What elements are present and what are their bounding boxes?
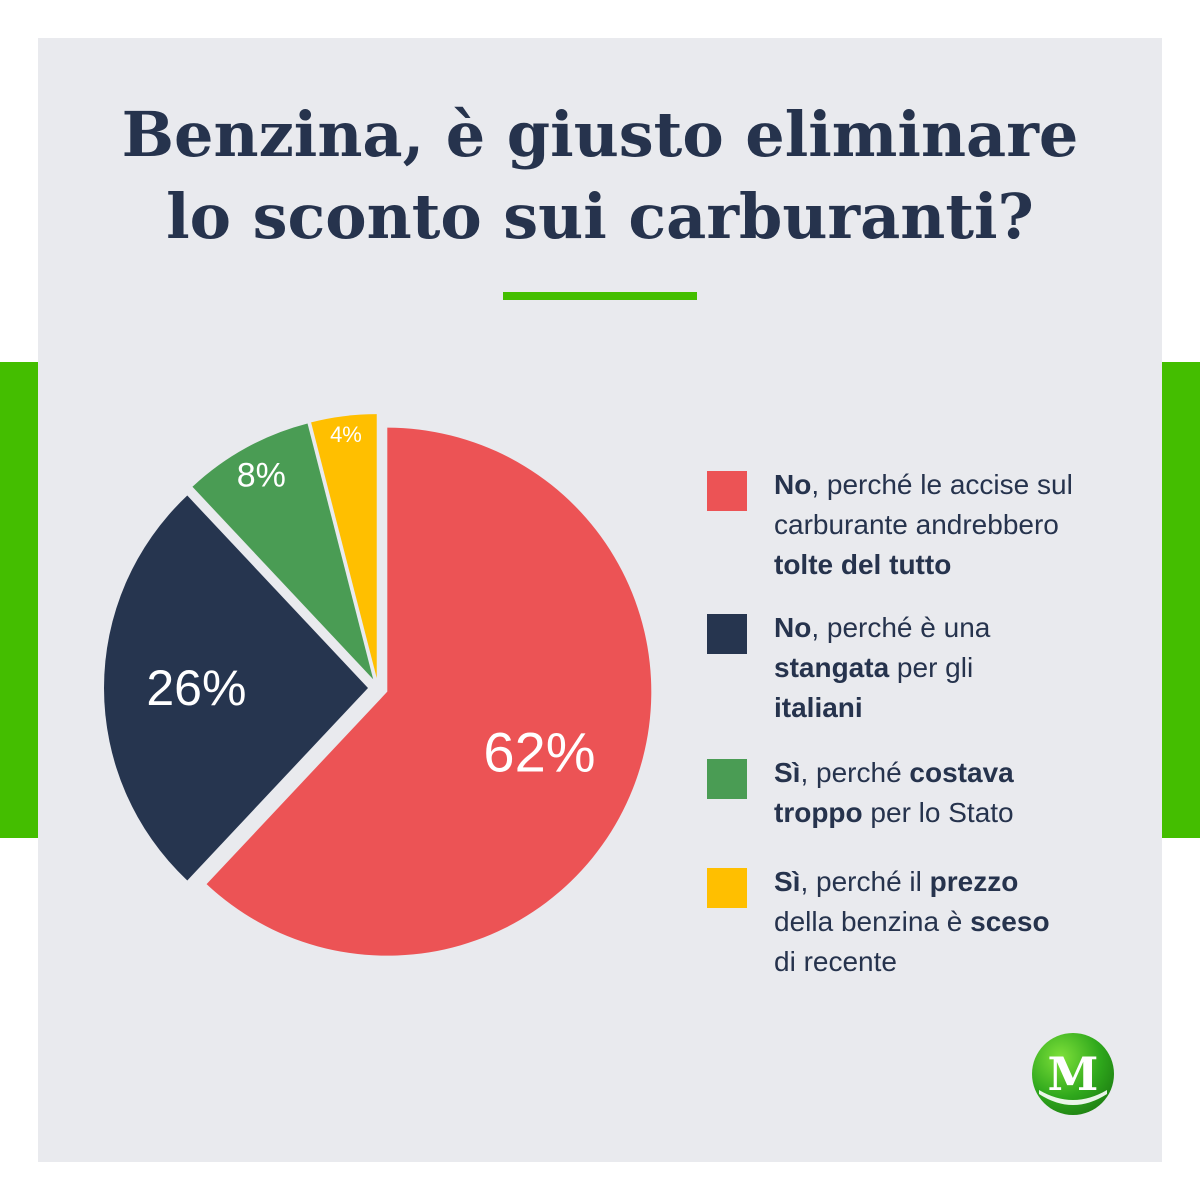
legend-bold-text: costava bbox=[909, 757, 1014, 788]
m-logo-icon: M bbox=[1032, 1033, 1114, 1115]
legend-label: Sì, perché costava troppo per lo Stato bbox=[774, 753, 1154, 833]
legend-line: troppo per lo Stato bbox=[774, 793, 1154, 833]
legend-line: italiani bbox=[774, 688, 1154, 728]
legend-bold-text: No bbox=[774, 612, 812, 643]
legend-swatch bbox=[707, 759, 747, 799]
legend-line: carburante andrebbero bbox=[774, 505, 1154, 545]
legend-bold-text: sceso bbox=[970, 906, 1050, 937]
slice-label-62: 62% bbox=[483, 720, 595, 783]
legend-line: di recente bbox=[774, 942, 1154, 982]
logo-letter: M bbox=[1048, 1047, 1099, 1101]
legend-text: , perché il bbox=[800, 866, 930, 897]
legend-line: No, perché le accise sul bbox=[774, 465, 1154, 505]
legend-bold-text: troppo bbox=[774, 797, 863, 828]
legend-bold-text: No bbox=[774, 469, 812, 500]
legend-text: per gli bbox=[889, 652, 974, 683]
pie-slice-62 bbox=[206, 427, 652, 956]
legend-line: No, perché è una bbox=[774, 608, 1154, 648]
pie-slice-26 bbox=[104, 495, 369, 881]
legend-text: di recente bbox=[774, 946, 897, 977]
left-accent-bar bbox=[0, 362, 40, 838]
legend-label: No, perché le accise sul carburante andre… bbox=[774, 465, 1154, 585]
legend-text: per lo Stato bbox=[862, 797, 1014, 828]
legend-swatch bbox=[707, 614, 747, 654]
legend-line: tolte del tutto bbox=[774, 545, 1154, 585]
slice-label-4: 4% bbox=[330, 422, 362, 447]
legend-text: carburante andrebbero bbox=[774, 509, 1059, 540]
legend-text: , perché bbox=[800, 757, 910, 788]
legend-swatch bbox=[707, 868, 747, 908]
legend-label: No, perché è una stangata per gli italiani bbox=[774, 608, 1154, 728]
legend-line: della benzina è sceso bbox=[774, 902, 1154, 942]
slice-label-8: 8% bbox=[237, 457, 286, 495]
legend-line: stangata per gli bbox=[774, 648, 1154, 688]
title-underline bbox=[503, 292, 697, 300]
legend-swatch bbox=[707, 471, 747, 511]
legend-line: Sì, perché costava bbox=[774, 753, 1154, 793]
legend-bold-text: tolte del tutto bbox=[774, 549, 952, 580]
legend-text: della benzina è bbox=[774, 906, 971, 937]
legend-bold-text: stangata bbox=[774, 652, 890, 683]
legend-bold-text: prezzo bbox=[929, 866, 1019, 897]
legend-bold-text: Sì bbox=[774, 757, 801, 788]
legend-bold-text: Sì bbox=[774, 866, 801, 897]
pie-slice-4 bbox=[311, 414, 377, 679]
legend-text: , perché le accise sul bbox=[811, 469, 1073, 500]
chart-title: Benzina, è giusto eliminare lo sconto su… bbox=[0, 94, 1200, 258]
slice-label-26: 26% bbox=[146, 660, 246, 716]
right-accent-bar bbox=[1160, 362, 1200, 838]
title-line-2: lo sconto sui carburanti? bbox=[166, 180, 1034, 253]
legend-bold-text: italiani bbox=[774, 692, 863, 723]
legend-label: Sì, perché il prezzo della benzina è sces… bbox=[774, 862, 1154, 982]
title-line-1: Benzina, è giusto eliminare bbox=[121, 98, 1079, 171]
pie-slice-8 bbox=[192, 423, 374, 680]
legend-line: Sì, perché il prezzo bbox=[774, 862, 1154, 902]
legend-text: , perché è una bbox=[811, 612, 991, 643]
